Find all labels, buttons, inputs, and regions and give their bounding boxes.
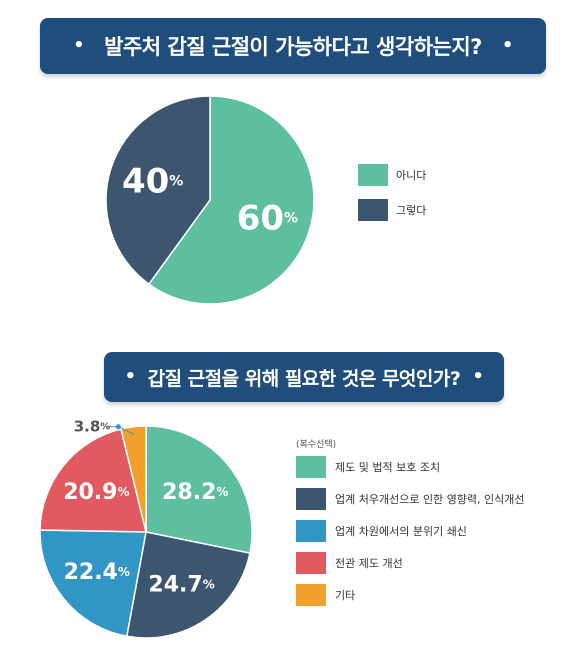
legend-label-atmosphere-renewal: 업계 차원에서의 분위기 쇄신 xyxy=(335,525,467,538)
chart2-leader-dot xyxy=(115,424,121,430)
legend-swatch-industry-treatment xyxy=(296,488,326,510)
multiple-choice-note: (복수선택) xyxy=(296,440,337,450)
chart2-slice-3 xyxy=(39,428,147,533)
legend-item-yes: 그렇다 xyxy=(358,198,426,222)
legend-item-no: 아니다 xyxy=(358,163,426,187)
chart2-value-label-20-9: 20.9% xyxy=(63,480,129,505)
legend-swatch-no xyxy=(358,164,388,186)
legend-swatch-atmosphere-renewal xyxy=(296,520,326,542)
banner2-right-dot: • xyxy=(472,366,484,387)
chart2-title: 갑질 근절을 위해 필요한 것은 무엇인가? xyxy=(147,367,461,390)
chart1-value-label-60: 60% xyxy=(237,199,298,239)
chart2-slice-2 xyxy=(39,529,147,638)
chart1-slice-1 xyxy=(105,95,211,286)
chart1-value-label-40: 40% xyxy=(122,161,183,201)
legend-swatch-legal-protection xyxy=(296,456,326,478)
banner2-left-dot: • xyxy=(124,366,137,387)
legend-label-jeongwan-reform: 전관 제도 개선 xyxy=(335,557,403,570)
legend-item-other: 기타 xyxy=(296,583,525,607)
chart2-value-label-28-2: 28.2% xyxy=(162,479,228,504)
legend-label-industry-treatment: 업계 처우개선으로 인한 영향력, 인식개선 xyxy=(335,493,525,506)
legend-label-other: 기타 xyxy=(335,589,356,602)
legend-swatch-yes xyxy=(358,199,388,221)
chart1-legend: 아니다 그렇다 xyxy=(358,163,426,233)
chart2-value-label-3-8: 3.8% xyxy=(74,418,111,436)
chart2-value-label-24-7: 24.7% xyxy=(148,572,214,597)
legend-item-legal-protection: 제도 및 법적 보호 조치 xyxy=(296,455,525,479)
legend-label-yes: 그렇다 xyxy=(396,204,427,217)
banner1-right-dot: • xyxy=(501,35,514,56)
chart1-title-banner: • 발주처 갑질 근절이 가능하다고 생각하는지? • xyxy=(40,18,546,74)
legend-item-jeongwan-reform: 전관 제도 개선 xyxy=(296,551,525,575)
chart2-slice-1 xyxy=(125,531,251,639)
chart1-title: 발주처 갑질 근절이 가능하다고 생각하는지? xyxy=(104,35,482,59)
chart2-slice-0 xyxy=(145,425,253,555)
chart2-slice-4 xyxy=(120,425,147,533)
legend-swatch-jeongwan-reform xyxy=(296,552,326,574)
chart2-legend: (복수선택) 제도 및 법적 보호 조치 업계 처우개선으로 인한 영향력, 인… xyxy=(296,437,525,615)
legend-label-legal-protection: 제도 및 법적 보호 조치 xyxy=(335,461,441,474)
chart1-slice-0 xyxy=(147,95,315,305)
legend-item-atmosphere-renewal: 업계 차원에서의 분위기 쇄신 xyxy=(296,519,525,543)
banner1-left-dot: • xyxy=(73,35,85,56)
chart2-value-label-22-4: 22.4% xyxy=(64,560,130,585)
chart2-title-banner: • 갑질 근절을 위해 필요한 것은 무엇인가? • xyxy=(104,352,504,402)
legend-item-industry-treatment: 업계 처우개선으로 인한 영향력, 인식개선 xyxy=(296,487,525,511)
legend-swatch-other xyxy=(296,584,326,606)
legend-label-no: 아니다 xyxy=(396,169,427,182)
